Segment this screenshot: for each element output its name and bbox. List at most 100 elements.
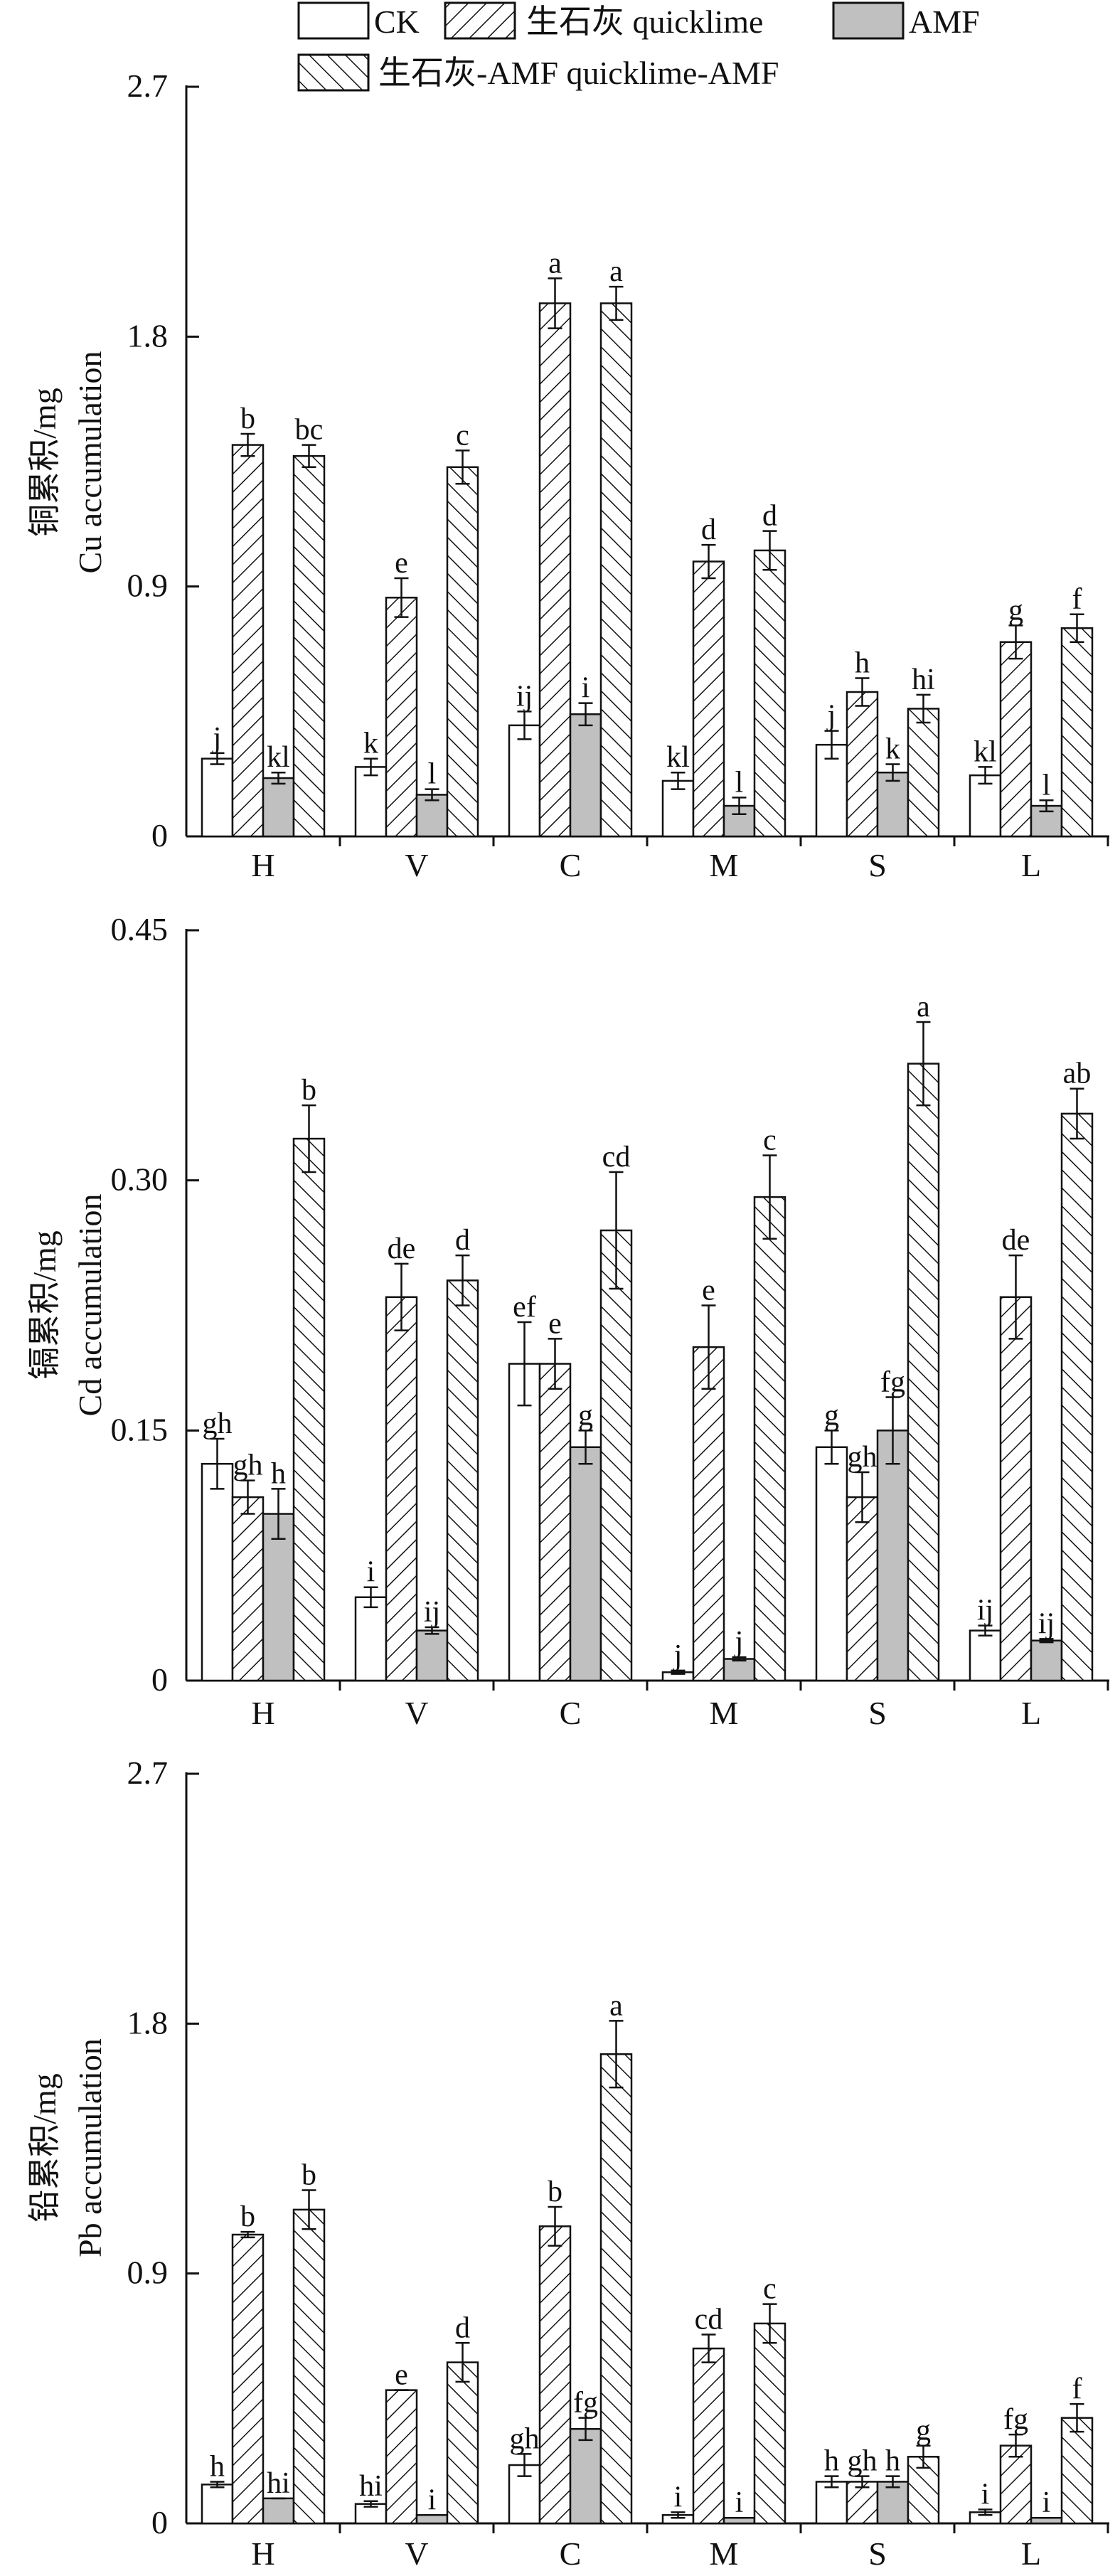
- significance-letter: hi: [359, 2470, 383, 2503]
- x-tick-label: C: [560, 1695, 582, 1731]
- bar-quicklime-amf: [446, 466, 479, 838]
- chart-cu: 0 0.9 1.8 2.7 H V C M S L 铜累积/mg Cu accumulation j k i…: [26, 68, 1109, 883]
- y-tick-label: 0.30: [111, 1161, 169, 1198]
- legend-swatch-quicklime-amf: [297, 53, 370, 92]
- significance-letter: b: [240, 403, 255, 435]
- y-tick-label: 1.8: [127, 317, 169, 353]
- y-tick-label: 0: [151, 1661, 168, 1698]
- legend-swatch-quicklime: [444, 1, 516, 40]
- x-tick-label: M: [710, 1695, 739, 1731]
- bar-ck: [969, 774, 1002, 838]
- significance-letter: l: [428, 758, 437, 791]
- y-axis-label-cn: 铜累积/mg: [26, 388, 63, 537]
- significance-letter: i: [674, 2481, 683, 2513]
- bar-quicklime: [231, 444, 265, 838]
- significance-letter: i: [981, 2478, 990, 2511]
- significance-letter: g: [916, 2415, 931, 2447]
- bar-ck: [354, 2503, 388, 2525]
- x-tick-label: M: [710, 847, 739, 883]
- significance-letter: gh: [233, 1449, 263, 1482]
- significance-letter: c: [763, 1124, 777, 1157]
- y-axis-label: 铜累积/mg Cu accumulation: [26, 351, 108, 574]
- significance-letter: b: [548, 2176, 562, 2208]
- significance-letter: l: [1042, 769, 1051, 802]
- y-tick-label: 0.9: [127, 2255, 169, 2291]
- legend-swatch-ck: [297, 1, 370, 40]
- significance-letter: ef: [513, 1291, 536, 1324]
- x-tick-label: S: [868, 2535, 887, 2572]
- bar-amf: [876, 771, 910, 838]
- significance-letter: de: [1002, 1224, 1030, 1257]
- significance-letter: a: [548, 247, 562, 280]
- y-axis-label-en: Cd accumulation: [72, 1194, 108, 1417]
- bar-quicklime-amf: [753, 549, 786, 838]
- significance-letter: d: [762, 500, 777, 533]
- significance-letter: cd: [695, 2304, 723, 2336]
- significance-letter: d: [455, 2311, 470, 2344]
- significance-letter: j: [212, 722, 222, 755]
- bar-quicklime: [538, 2225, 572, 2525]
- y-axis-label: 镉累积/mg Cd accumulation: [26, 1194, 108, 1417]
- bar-quicklime-amf: [292, 2208, 326, 2525]
- significance-letter: j: [826, 700, 836, 733]
- bar-amf: [262, 2497, 295, 2525]
- significance-letter: kl: [974, 735, 997, 768]
- significance-letter: g: [824, 1399, 839, 1432]
- y-axis-label-en: Pb accumulation: [72, 2038, 108, 2257]
- significance-letter: a: [917, 991, 930, 1023]
- bar-quicklime: [999, 641, 1033, 838]
- y-tick-label: 1.8: [127, 2004, 169, 2040]
- significance-letter: k: [363, 728, 378, 760]
- bar-ck: [815, 1446, 848, 1682]
- significance-letter: ij: [1038, 1607, 1055, 1640]
- significance-letter: kl: [666, 741, 690, 774]
- bar-ck: [815, 743, 848, 838]
- bar-quicklime-amf: [1060, 627, 1094, 838]
- y-tick-label: 0: [151, 2504, 168, 2540]
- significance-letter: e: [548, 1307, 562, 1340]
- bar-quicklime: [231, 2233, 265, 2525]
- bar-quicklime: [385, 597, 418, 838]
- significance-letter: h: [824, 2445, 839, 2478]
- bar-quicklime-amf: [907, 1063, 940, 1682]
- bar-quicklime-amf: [292, 1137, 326, 1682]
- bar-quicklime: [846, 1496, 879, 1682]
- bar-quicklime-amf: [599, 2053, 633, 2525]
- significance-letter: a: [609, 1989, 623, 2022]
- significance-letter: h: [855, 646, 870, 679]
- legend-item-quicklime: 生石灰 quicklime: [444, 1, 763, 40]
- legend-swatch-amf: [832, 1, 905, 40]
- bar-quicklime: [846, 691, 879, 838]
- x-tick-label: V: [405, 847, 428, 883]
- bar-amf: [415, 794, 449, 838]
- bar-quicklime: [385, 1296, 418, 1682]
- bar-amf: [569, 2428, 602, 2525]
- significance-letter: f: [1072, 2373, 1082, 2405]
- bar-quicklime-amf: [1060, 2417, 1094, 2525]
- x-tick-label: L: [1021, 1695, 1041, 1731]
- significance-letter: hi: [912, 664, 935, 696]
- significance-letter: e: [702, 1274, 715, 1307]
- bar-quicklime-amf: [1060, 1112, 1094, 1682]
- significance-letter: fg: [880, 1366, 905, 1398]
- x-tick-label: C: [560, 2535, 582, 2572]
- legend-label: CK: [374, 4, 420, 40]
- x-tick-label: L: [1021, 847, 1041, 883]
- significance-letter: b: [240, 2200, 255, 2233]
- x-tick-label: V: [405, 2535, 428, 2572]
- y-tick-label: 0.9: [127, 568, 169, 604]
- legend-item-ck: CK: [297, 1, 420, 40]
- significance-letter: k: [885, 733, 900, 766]
- y-axis-label-en: Cu accumulation: [72, 351, 108, 574]
- bar-amf: [262, 777, 295, 838]
- significance-letter: ab: [1063, 1058, 1092, 1090]
- significance-letter: g: [1008, 594, 1023, 627]
- significance-letter: j: [734, 1626, 744, 1659]
- x-tick-label: C: [560, 847, 582, 883]
- significance-letter: j: [673, 1639, 683, 1672]
- significance-letter: fg: [573, 2387, 598, 2420]
- x-tick-label: V: [405, 1695, 428, 1731]
- significance-letter: l: [735, 766, 744, 799]
